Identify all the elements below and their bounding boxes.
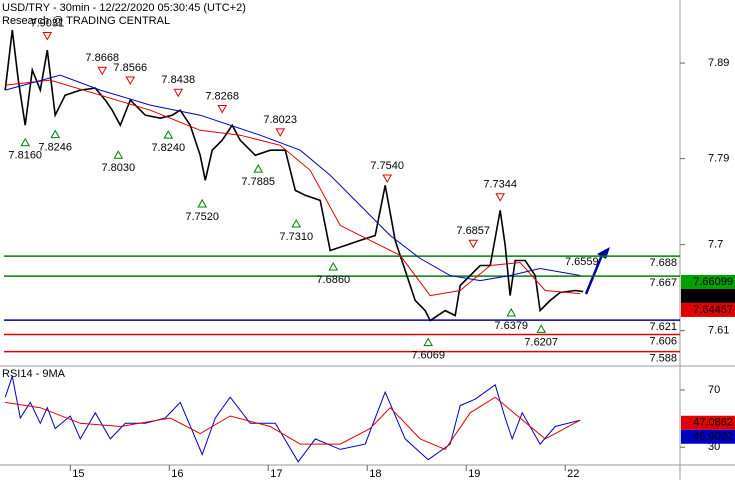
- annotation-label: 7.7885: [241, 176, 275, 188]
- resistance-marker: [217, 104, 228, 114]
- annotation-label: 7.6379: [494, 320, 528, 332]
- x-tick-label: 18: [369, 468, 381, 480]
- level-label: 7.667: [649, 277, 677, 289]
- x-tick-label: 22: [567, 468, 579, 480]
- chart-title: USD/TRY - 30min - 12/22/2020 05:30:45 (U…: [2, 2, 246, 14]
- annotation-label: 7.6860: [316, 274, 350, 286]
- y-tick-label: 7.79: [708, 153, 729, 165]
- level-label: 7.606: [649, 335, 677, 347]
- annotation-label: 7.6857: [456, 225, 490, 237]
- y-tick-label: 70: [708, 384, 720, 396]
- support-marker: [291, 219, 302, 228]
- price-box: [681, 302, 735, 317]
- annotation-label: 7.7344: [483, 179, 517, 191]
- price-box: [681, 429, 735, 444]
- series-line: [4, 374, 581, 463]
- annotation-label: 7.8160: [8, 150, 42, 162]
- chart-subtitle: Research @ TRADING CENTRAL: [2, 15, 170, 27]
- price-box-label: 46.9022: [693, 431, 733, 443]
- target-arrow: [584, 254, 604, 295]
- support-marker: [506, 307, 517, 317]
- annotation-label: 7.8023: [263, 114, 297, 126]
- support-marker: [20, 137, 31, 147]
- annotation-label: 7.8438: [161, 74, 195, 86]
- annotation-label: 7.8240: [151, 142, 185, 154]
- rsi-title: RSI14 - 9MA: [2, 368, 66, 380]
- target-label: 7.6559: [565, 256, 599, 268]
- annotation-label: 7.7540: [370, 160, 404, 172]
- x-tick-label: 16: [171, 468, 183, 480]
- resistance-marker: [173, 88, 184, 98]
- annotation-label: 7.6069: [411, 350, 445, 362]
- resistance-marker: [125, 76, 136, 85]
- support-marker: [423, 337, 434, 347]
- y-tick-label: 7.61: [708, 325, 729, 337]
- resistance-marker: [275, 128, 286, 137]
- price-box: [681, 415, 735, 430]
- price-box-label: 7.64457: [693, 304, 733, 316]
- series-line: [5, 74, 581, 282]
- y-tick-label: 7.89: [708, 57, 729, 69]
- x-tick-label: 17: [270, 468, 282, 480]
- annotation-label: 7.8246: [38, 141, 72, 153]
- support-marker: [197, 198, 208, 208]
- resistance-marker: [468, 239, 479, 249]
- support-marker: [163, 130, 174, 139]
- annotation-label: 7.9031: [30, 17, 64, 29]
- annotation-label: 7.7520: [185, 211, 219, 223]
- series-line: [5, 396, 581, 451]
- price-box: [681, 288, 735, 303]
- annotation-label: 7.8268: [205, 90, 239, 102]
- x-tick-label: 19: [468, 468, 480, 480]
- support-marker: [253, 164, 264, 173]
- price-box: [681, 274, 735, 289]
- annotation-label: 7.8566: [113, 62, 147, 74]
- support-marker: [328, 262, 339, 271]
- annotation-label: 7.8030: [101, 162, 135, 174]
- resistance-marker: [382, 174, 393, 184]
- annotation-label: 7.6207: [524, 336, 558, 348]
- level-label: 7.621: [649, 321, 677, 333]
- support-marker: [536, 324, 547, 333]
- level-label: 7.588: [649, 353, 677, 365]
- y-tick-label: 30: [708, 441, 720, 453]
- resistance-marker: [42, 32, 53, 41]
- series-line: [5, 79, 581, 297]
- annotation-label: 7.8668: [85, 52, 119, 64]
- price-box-label: 7.66099: [693, 276, 733, 288]
- support-marker: [50, 129, 61, 139]
- resistance-marker: [495, 193, 506, 202]
- resistance-marker: [97, 66, 108, 76]
- x-tick-label: 15: [72, 468, 84, 480]
- level-label: 7.688: [649, 257, 677, 269]
- price-box-label: 7.64689: [693, 290, 733, 302]
- price-box-label: 47.0862: [693, 417, 733, 429]
- series-line: [4, 29, 584, 322]
- annotation-label: 7.7310: [279, 231, 313, 243]
- support-marker: [113, 150, 124, 159]
- y-tick-label: 7.7: [708, 239, 723, 251]
